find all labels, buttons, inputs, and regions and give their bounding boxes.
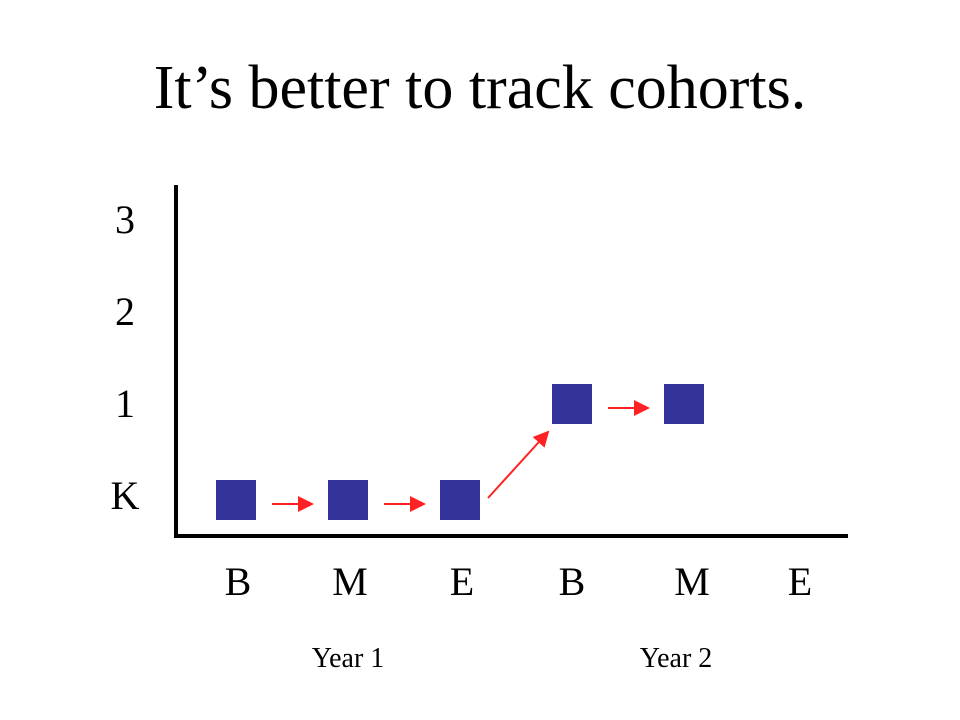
x-label-year2-m: M [674,559,710,604]
progress-arrow-3 [487,430,550,499]
y-label-2: 2 [115,289,135,334]
x-label-year2-e: E [787,559,813,604]
year-label-2: Year 2 [639,643,713,674]
y-label-k: K [110,473,140,518]
squares-layer [216,384,704,520]
x-label-year1-e: E [449,559,475,604]
x-label-year1-b: B [224,559,252,604]
y-label-1: 1 [115,381,135,426]
arrows-layer [272,400,650,512]
x-label-year1-m: M [332,559,368,604]
x-label-year2-b: B [558,559,586,604]
cohort-square-1 [216,480,256,520]
cohort-square-2 [328,480,368,520]
year-label-1: Year 1 [311,643,385,674]
y-label-3: 3 [115,197,135,242]
cohort-square-5 [664,384,704,424]
cohort-square-4 [552,384,592,424]
cohort-square-3 [440,480,480,520]
slide-title: It’s better to track cohorts. [153,54,807,122]
